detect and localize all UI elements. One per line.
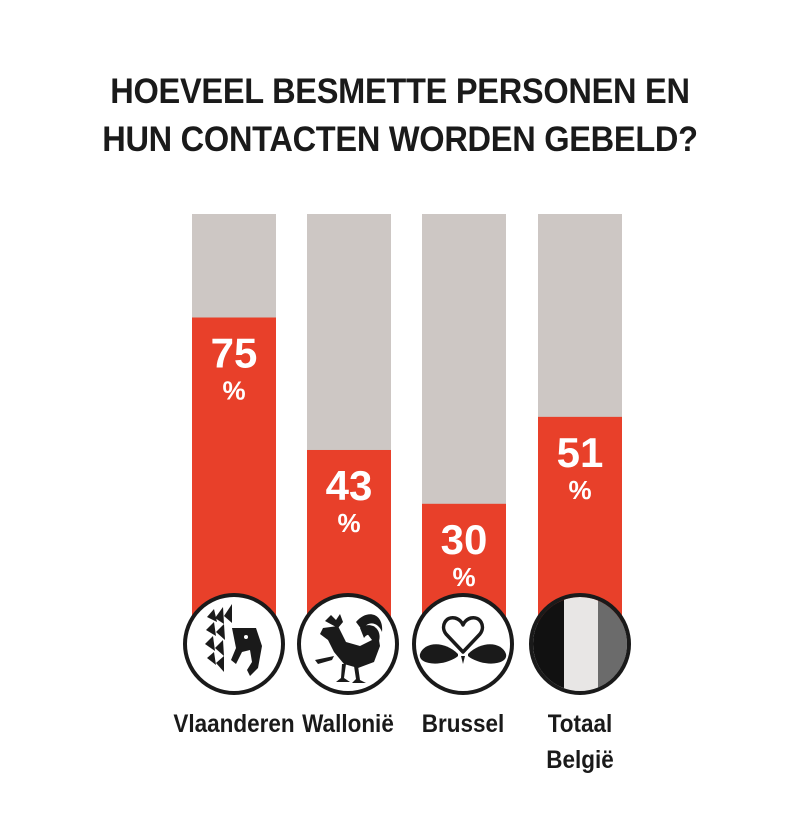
bar-value-label-0: 75 — [211, 330, 258, 377]
flemish-lion-icon — [183, 593, 285, 695]
category-label-text: Wallonië — [302, 710, 394, 738]
bar-value-label-2: 30 — [441, 516, 488, 563]
chart-title: HOEVEEL BESMETTE PERSONEN EN HUN CONTACT… — [28, 68, 772, 164]
belgian-flag-icon — [529, 593, 631, 695]
category-label-totaal-belgie: Totaal België — [513, 706, 648, 778]
bar-unit-label-0: % — [222, 376, 245, 406]
brussels-iris-icon — [412, 593, 514, 695]
category-label-vlaanderen: Vlaanderen — [167, 706, 302, 742]
category-label-brussel: Brussel — [396, 706, 531, 742]
bar-value-label-3: 51 — [557, 429, 604, 476]
category-label-text: Vlaanderen — [173, 710, 295, 738]
bar-unit-label-1: % — [337, 508, 360, 538]
bar-0 — [192, 317, 276, 628]
bars-layer: 75%43% 30%51% — [192, 214, 622, 628]
bar-3 — [538, 416, 622, 628]
walloon-rooster-icon — [297, 593, 399, 695]
bar-unit-label-3: % — [568, 475, 591, 505]
category-label-wallonie: Wallonië — [281, 706, 416, 742]
title-line-2: HUN CONTACTEN WORDEN GEBELD? — [102, 120, 698, 159]
bar-value-label-1: 43 — [326, 462, 373, 509]
title-line-1: HOEVEEL BESMETTE PERSONEN EN — [110, 72, 690, 111]
category-label-text: Brussel — [421, 710, 505, 738]
category-label-line-1: Totaal — [547, 710, 613, 738]
bar-unit-label-2: % — [452, 562, 475, 592]
category-label-line-2: België — [546, 746, 614, 774]
